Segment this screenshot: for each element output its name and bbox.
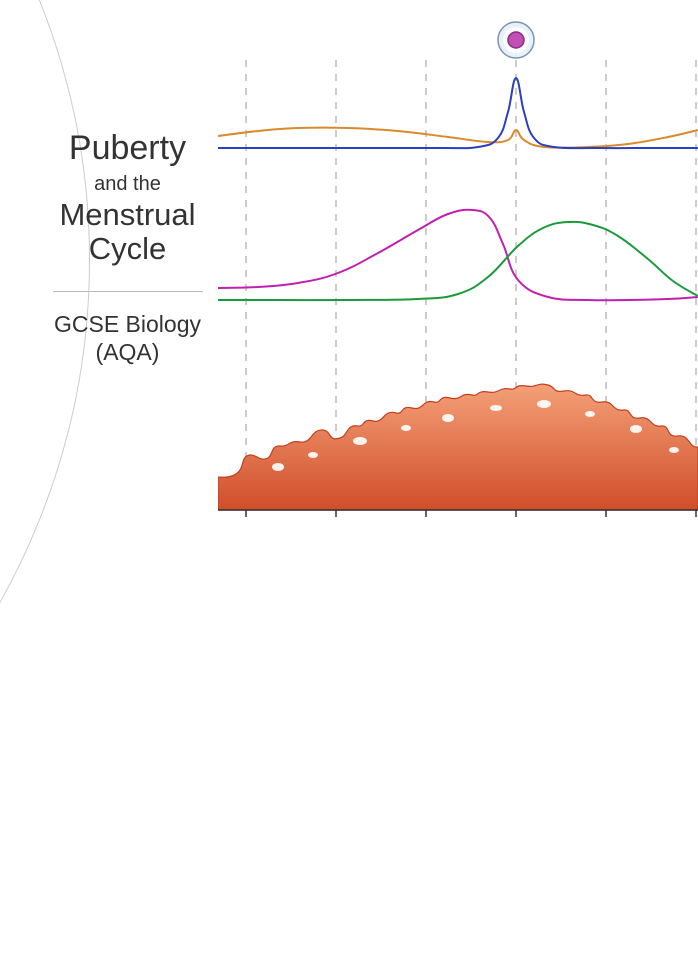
lining-gap [490, 405, 502, 411]
subtitle-line-1: GCSE Biology [40, 310, 215, 339]
lining-gap [442, 414, 454, 422]
title-panel: Puberty and the Menstrual Cycle GCSE Bio… [40, 130, 215, 367]
uterine-lining [218, 384, 698, 510]
title-line-2a: Menstrual [40, 198, 215, 232]
lining-gap [401, 425, 411, 431]
lining-gap [585, 411, 595, 417]
title-line-1: Puberty [40, 130, 215, 167]
title-line-2b: Cycle [40, 232, 215, 266]
title-connector: and the [40, 173, 215, 196]
lining-gap [630, 425, 642, 433]
lining-gap [353, 437, 367, 445]
lining-gap [272, 463, 284, 471]
menstrual-cycle-chart [218, 0, 698, 524]
egg-nucleus [508, 32, 524, 48]
lining-gap [669, 447, 679, 453]
subtitle-line-2: (AQA) [40, 338, 215, 367]
lining-gap [537, 400, 551, 408]
oestrogen-curve [218, 210, 698, 301]
lining-gap [308, 452, 318, 458]
progesterone-curve [218, 222, 698, 300]
divider [53, 291, 203, 292]
fsh-curve [218, 128, 698, 148]
chart-area [218, 0, 698, 524]
